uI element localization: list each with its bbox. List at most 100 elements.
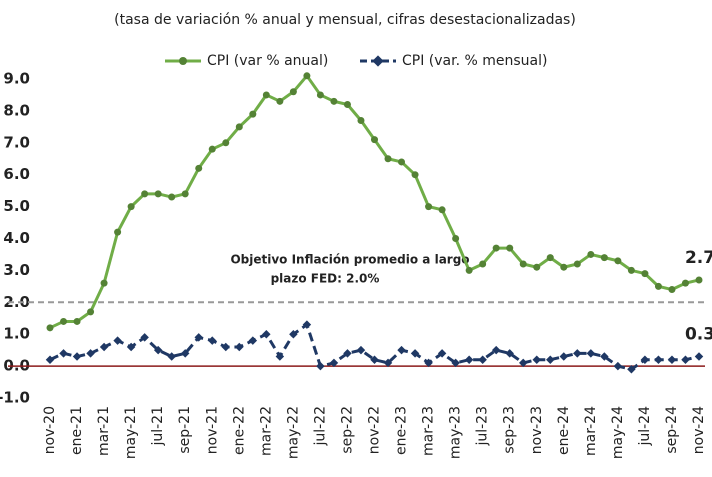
data-point <box>464 355 474 364</box>
x-tick-label: jul-23 <box>475 406 491 447</box>
data-point <box>167 352 176 361</box>
data-point <box>343 101 351 109</box>
data-point <box>262 91 270 99</box>
annotation: plazo FED: 2.0% <box>271 272 380 286</box>
data-point <box>303 72 311 80</box>
series-line <box>49 73 700 330</box>
y-tick-label: 5.0 <box>3 197 30 215</box>
data-point <box>695 276 703 284</box>
data-point <box>140 333 149 342</box>
x-tick-label: mar-24 <box>583 406 599 456</box>
data-point <box>168 193 176 201</box>
data-point <box>330 97 338 105</box>
annotation: Objetivo Inflación promedio a largo <box>230 253 469 267</box>
data-point <box>100 279 108 287</box>
data-label: 0.3 <box>685 325 712 345</box>
data-point <box>505 349 514 358</box>
data-point <box>221 342 231 352</box>
y-tick-label: 8.0 <box>3 101 30 119</box>
data-point <box>357 116 365 124</box>
x-tick-label: nov-20 <box>42 406 58 454</box>
chart-subtitle: (tasa de variación % anual y mensual, ci… <box>114 12 576 28</box>
data-point <box>222 139 230 147</box>
data-point <box>60 317 68 325</box>
data-point <box>586 349 596 358</box>
data-point <box>438 206 446 214</box>
y-tick-label: 7.0 <box>3 133 30 151</box>
x-tick-label: mar-23 <box>421 406 437 456</box>
y-tick-label: 4.0 <box>3 229 30 247</box>
data-point <box>479 260 487 268</box>
data-point <box>59 349 68 358</box>
data-point <box>141 190 149 198</box>
data-point <box>371 136 378 144</box>
data-point <box>383 358 393 368</box>
data-point <box>302 320 312 329</box>
data-point <box>573 260 581 268</box>
data-point <box>627 365 636 374</box>
x-tick-label: ene-22 <box>231 406 247 455</box>
data-point <box>370 355 379 364</box>
data-point <box>127 203 135 211</box>
data-point <box>208 145 216 153</box>
data-point <box>410 349 420 358</box>
data-point <box>600 352 609 361</box>
data-point <box>329 358 339 368</box>
x-tick-label: nov-22 <box>367 406 383 454</box>
x-tick-label: jul-24 <box>637 406 653 447</box>
y-tick-label: 1.0 <box>3 325 30 343</box>
data-point <box>425 203 433 211</box>
data-point <box>532 355 541 364</box>
data-point <box>45 355 55 364</box>
data-point <box>289 88 297 96</box>
data-point <box>518 358 528 368</box>
y-tick-label: 3.0 <box>3 261 30 279</box>
x-tick-label: may-23 <box>448 406 464 459</box>
x-tick-label: nov-21 <box>204 406 220 454</box>
x-tick-label: mar-21 <box>96 406 112 456</box>
data-point <box>316 361 325 371</box>
x-tick-label: sep-23 <box>502 406 518 454</box>
data-point <box>600 254 608 262</box>
data-point <box>195 164 203 172</box>
data-point <box>154 190 162 198</box>
x-tick-label: ene-24 <box>556 406 572 455</box>
data-point <box>437 349 447 358</box>
data-point <box>208 336 217 345</box>
data-point <box>262 329 271 339</box>
data-point <box>654 355 663 364</box>
x-tick-label: sep-22 <box>339 406 355 454</box>
x-tick-label: nov-24 <box>691 406 707 454</box>
x-tick-label: may-21 <box>123 406 139 459</box>
data-point <box>126 342 136 352</box>
x-tick-label: ene-23 <box>394 406 410 455</box>
data-point <box>546 355 555 364</box>
data-point <box>452 235 460 242</box>
data-point <box>492 244 500 252</box>
data-point <box>72 352 82 361</box>
data-point <box>73 317 81 325</box>
data-point <box>681 355 690 364</box>
data-point <box>86 349 95 358</box>
x-tick-label: may-24 <box>610 406 626 459</box>
data-point <box>398 158 406 166</box>
data-point <box>411 171 419 179</box>
data-point <box>614 257 622 265</box>
x-tick-label: jul-21 <box>150 406 166 447</box>
data-point <box>181 190 189 198</box>
data-point <box>235 123 243 131</box>
y-tick-label: 2.0 <box>3 293 30 311</box>
data-point <box>560 263 568 271</box>
data-point <box>276 97 284 105</box>
data-point <box>180 349 190 358</box>
data-point <box>654 282 662 290</box>
data-point <box>613 361 623 371</box>
x-tick-label: mar-22 <box>258 406 274 456</box>
x-tick-label: sep-24 <box>664 406 680 454</box>
data-point <box>235 342 244 352</box>
data-point <box>249 110 257 118</box>
data-point <box>384 155 392 163</box>
data-point <box>478 355 487 364</box>
data-point <box>573 349 582 358</box>
